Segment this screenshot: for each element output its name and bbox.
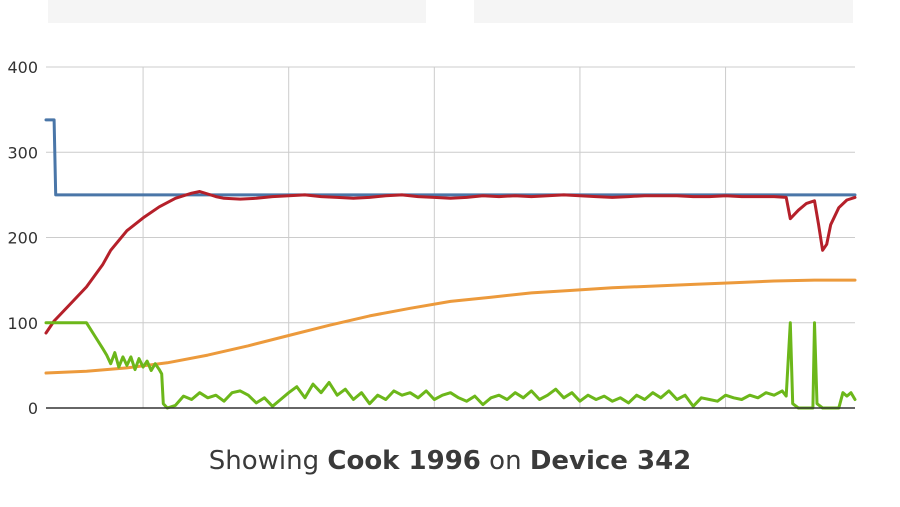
cook-chart: 0 100 200 300 400 — [7, 58, 857, 418]
y-tick-label: 0 — [28, 399, 38, 418]
filter-field-left[interactable] — [48, 0, 426, 23]
series-line-1 — [44, 118, 857, 197]
y-tick-label: 400 — [7, 58, 38, 77]
caption-mid: on — [489, 446, 522, 476]
cook-caption: Showing Cook 1996 on Device 342 — [0, 446, 900, 476]
caption-prefix: Showing — [208, 446, 320, 476]
series-layer — [44, 118, 857, 410]
grid-layer — [46, 66, 855, 408]
y-tick-label: 200 — [7, 229, 38, 248]
series-line-3 — [44, 278, 857, 375]
caption-device-name: Device 342 — [529, 446, 692, 476]
y-tick-label: 100 — [7, 314, 38, 333]
y-tick-label: 300 — [7, 143, 38, 162]
filter-field-right[interactable] — [474, 0, 853, 23]
axis-layer: 0 100 200 300 400 — [7, 58, 855, 418]
series-line-2 — [44, 190, 857, 335]
series-line-4 — [44, 321, 857, 410]
caption-cook-name: Cook 1996 — [327, 446, 481, 476]
